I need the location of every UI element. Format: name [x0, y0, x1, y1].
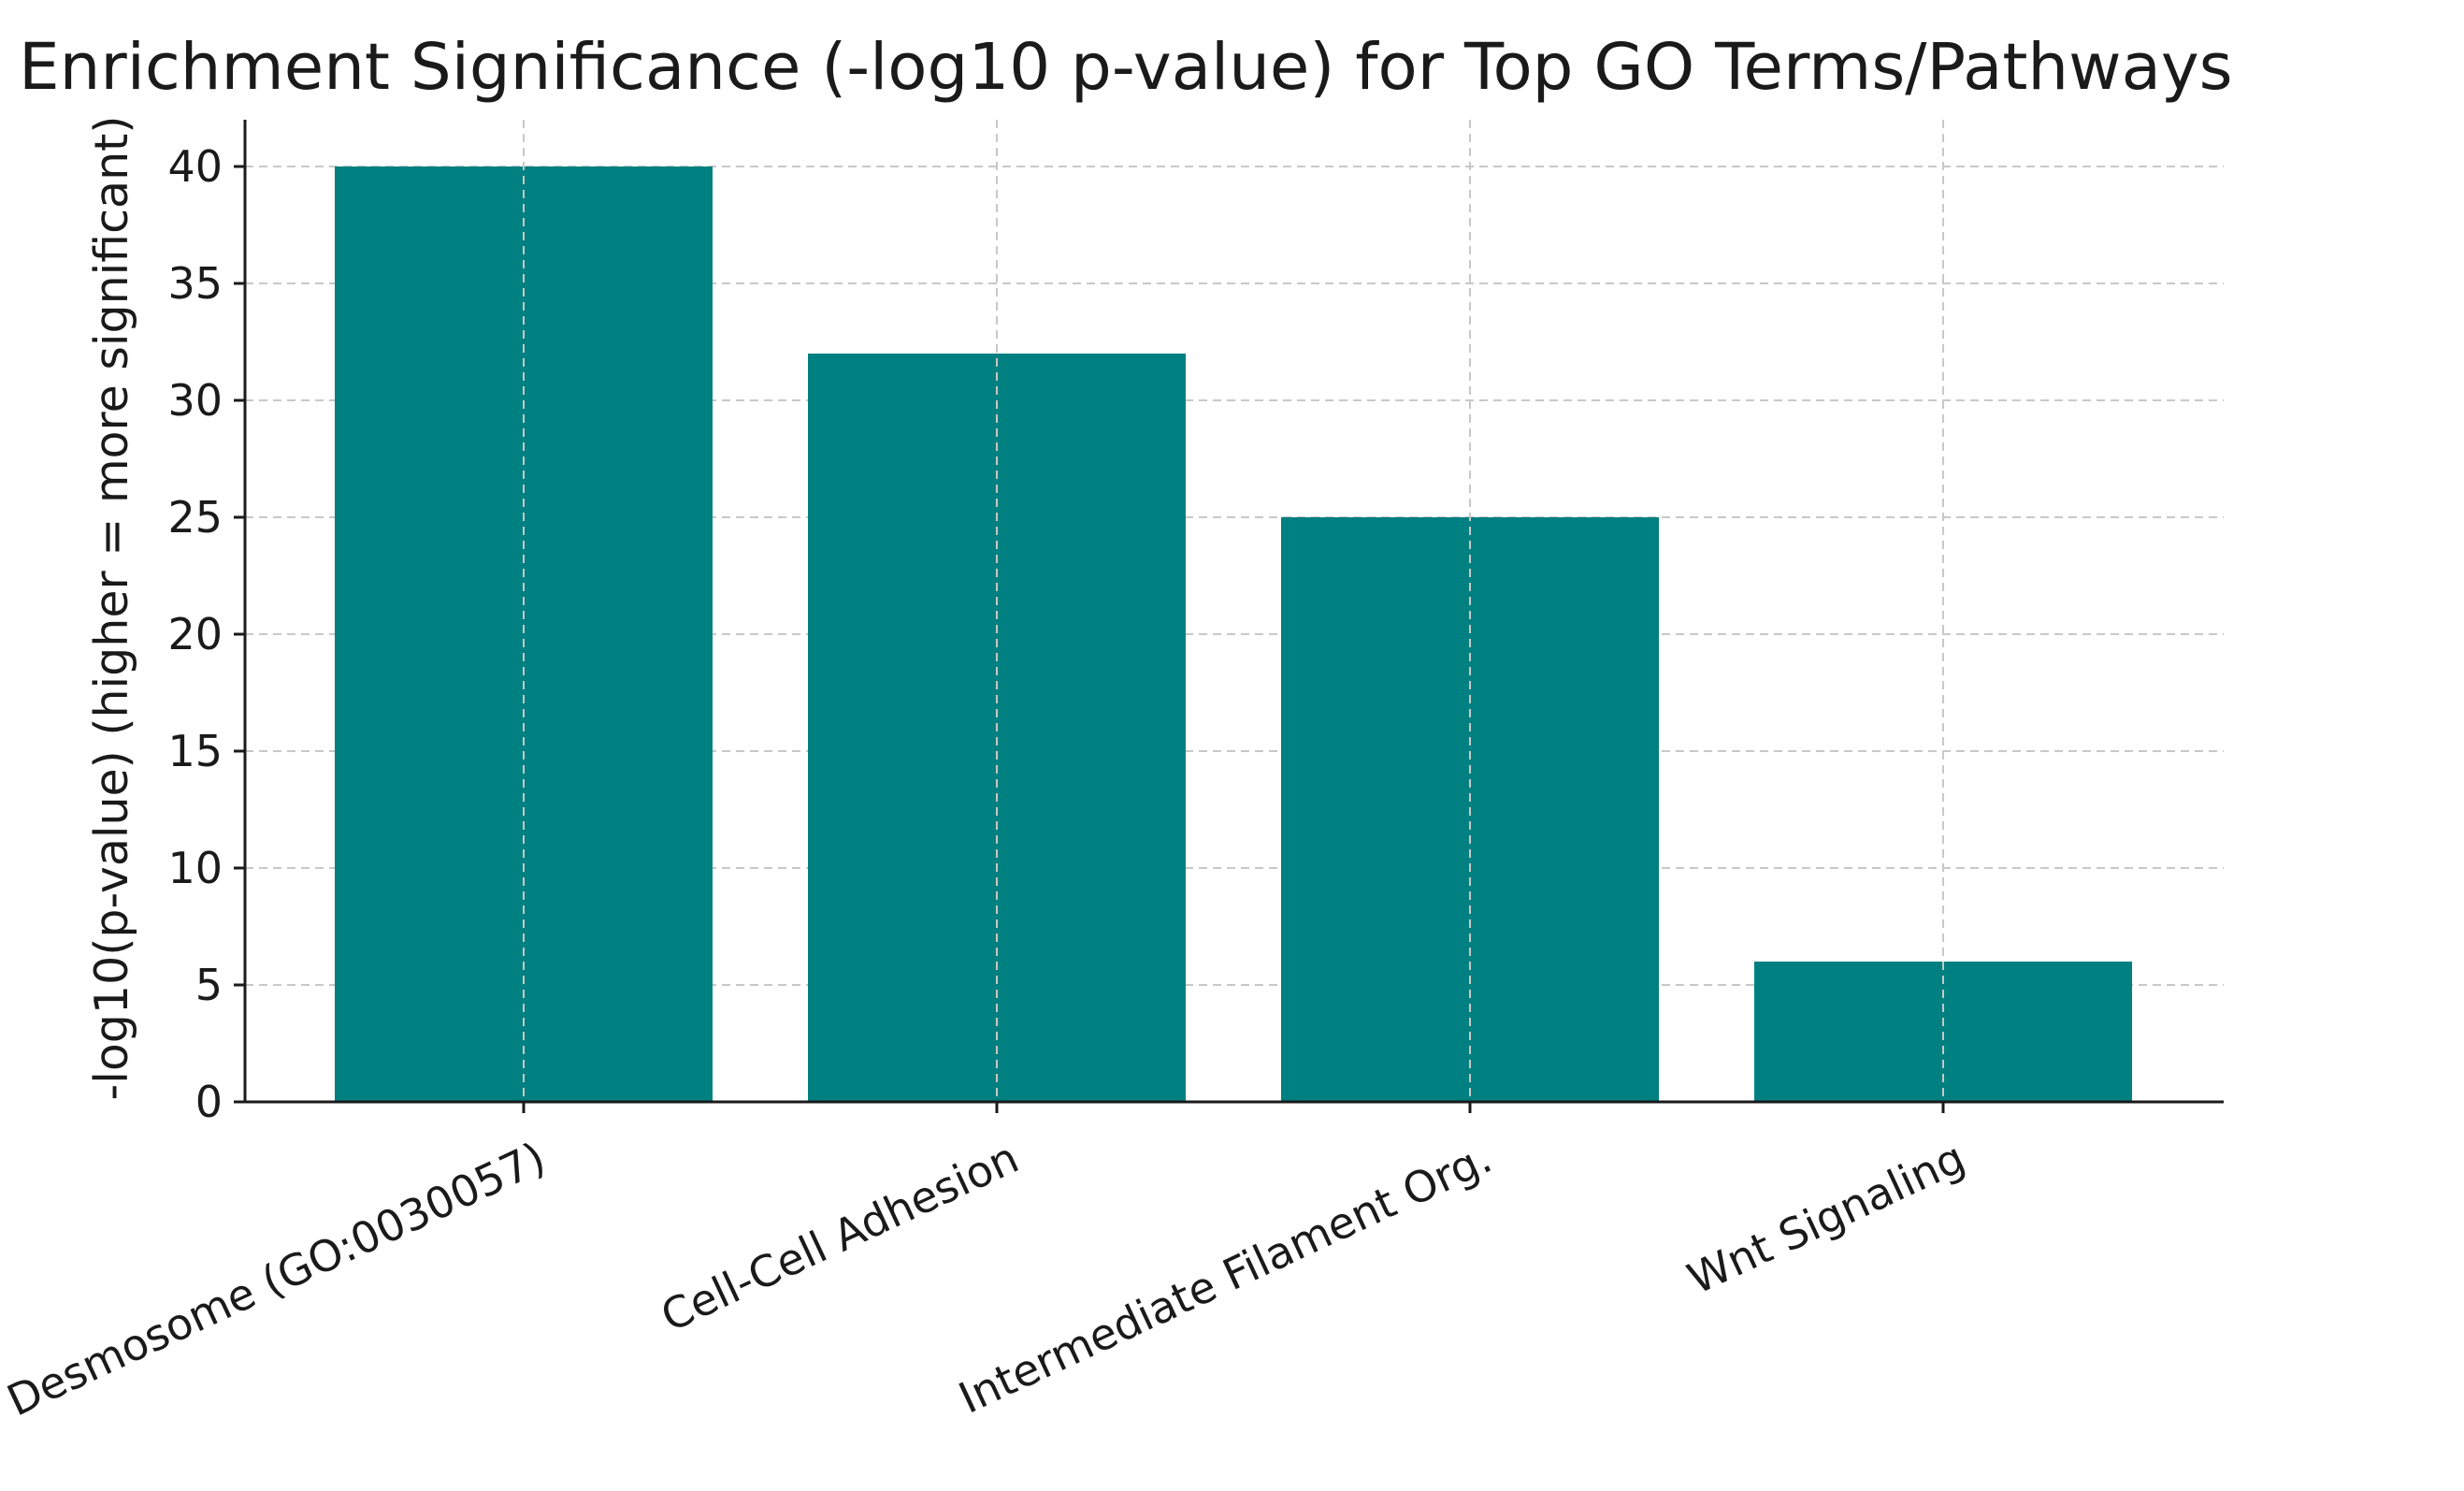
y-tick-label-15: 15: [167, 726, 223, 776]
axes: [234, 120, 2224, 1113]
y-tick-label-10: 10: [167, 843, 223, 893]
y-tick-label-40: 40: [167, 141, 223, 192]
y-tick-labels: 0 5 10 15 20 25 30 35 40: [167, 141, 223, 1127]
chart-title: Enrichment Significance (-log10 p-value)…: [19, 30, 2233, 105]
x-tick-label-2: Cell-Cell Adhesion: [654, 1132, 1027, 1341]
x-tick-label-1: Desmosome (GO:0030057): [0, 1132, 553, 1426]
y-axis-title: -log10(p-value) (higher = more significa…: [85, 116, 138, 1101]
y-tick-label-5: 5: [195, 960, 223, 1010]
x-tick-labels: Desmosome (GO:0030057) Cell-Cell Adhesion…: [0, 1132, 1972, 1426]
y-tick-label-0: 0: [195, 1077, 223, 1127]
y-tick-label-25: 25: [167, 492, 223, 543]
y-tick-label-30: 30: [167, 375, 223, 426]
x-tick-label-4: Wnt Signaling: [1680, 1132, 1973, 1304]
x-tick-label-3: Intermediate Filament Org.: [951, 1132, 1499, 1424]
y-tick-label-35: 35: [167, 258, 223, 309]
y-tick-label-20: 20: [167, 609, 223, 659]
x-grid-lines: [523, 120, 1944, 1102]
